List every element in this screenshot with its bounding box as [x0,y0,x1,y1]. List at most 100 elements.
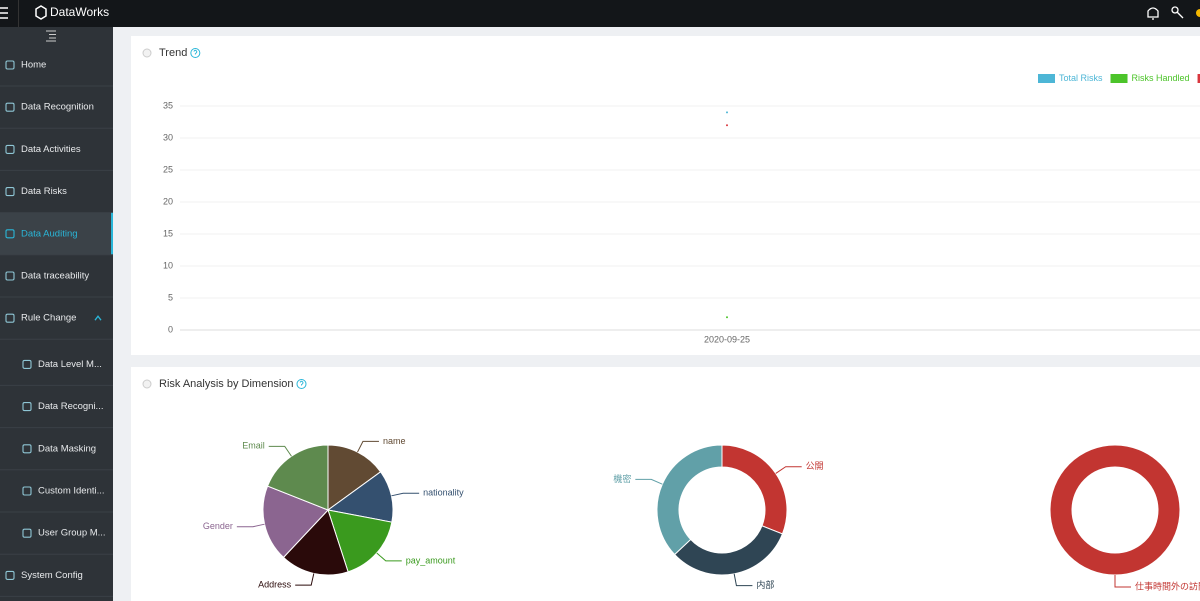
nav-label: Data traceability [21,271,89,282]
slice[interactable] [282,509,349,576]
nav-icon [22,486,32,496]
nav-label: Data Risks [21,186,67,197]
nav-icon [5,271,15,281]
legend-swatch [1038,74,1055,83]
nav-icon [22,359,32,369]
nav-label: Data Recognition [21,102,94,113]
y-tick-label: 35 [163,100,173,110]
leader-line [357,440,379,453]
leader-line [236,523,265,528]
topbar [0,0,1200,27]
menu-button[interactable] [0,7,8,19]
nav-icon [22,402,32,412]
notifications[interactable] [1147,7,1159,20]
leader-line [268,445,292,457]
nav-icon [5,313,15,323]
help-ring [296,379,307,389]
help-ring [190,48,201,58]
panel-toggle[interactable] [142,379,152,389]
nav-item[interactable]: Data Activities [0,144,113,171]
nav-label: Custom Identi... [38,486,105,497]
nav-icon [5,229,15,239]
help-icon[interactable] [190,48,201,58]
nav-icon [5,187,15,197]
active-indicator [111,212,113,255]
y-tick-label: 5 [168,292,173,302]
nav-item[interactable]: Data Level M... [0,359,113,386]
y-tick-label: 30 [163,132,173,142]
leader-line [1114,575,1131,588]
y-tick-label: 20 [163,196,173,206]
collapse-button[interactable] [46,30,56,42]
y-tick-label: 15 [163,228,173,238]
nav-item[interactable]: Data Recogni... [0,401,113,429]
leader-line [775,466,802,474]
leader-line [733,573,753,587]
nav-icon [22,528,32,538]
nav-label: Data Masking [38,443,96,454]
legend-item[interactable]: Risks Handled [1110,73,1190,83]
sidebar [0,27,113,601]
legend-label: Total Risks [1059,73,1103,83]
nav-item[interactable]: Home [0,60,113,87]
avatar[interactable] [1196,9,1200,17]
nav-item[interactable]: System Config [0,570,113,597]
expand-caret [94,315,102,321]
nav-item[interactable]: Data Auditing [0,212,113,256]
slice[interactable] [656,444,723,556]
legend-item[interactable]: Total Risks [1038,73,1103,83]
nav-label: Data Auditing [21,228,78,239]
y-tick-label: 0 [168,324,173,334]
point [726,316,728,319]
slice-label: 機密 [613,473,631,484]
panel-title: Trend [159,47,187,59]
nav-label: User Group M... [38,528,106,539]
active-background [0,212,113,255]
nav-icon [22,444,32,454]
nav-label: System Config [21,570,83,581]
slice-label: 仕事時間外の訪問 [1135,580,1200,591]
y-tick-label: 10 [163,260,173,270]
nav-item[interactable]: Custom Identi... [0,486,113,513]
panel [131,36,1200,355]
nav-item[interactable]: Data Masking [0,443,113,471]
legend-label: Risks Handled [1132,73,1190,83]
nav-item[interactable]: Data Risks [0,186,113,214]
point [726,111,728,114]
nav-label: Rule Change [21,313,76,324]
nav-icon [5,144,15,154]
legend-swatch [1110,74,1128,83]
slice-label: name [383,436,406,446]
point [726,124,728,127]
nav-item[interactable]: User Group M... [0,528,113,555]
slice-label: 内部 [756,579,774,590]
slice[interactable] [266,444,329,511]
x-tick-label: 2020-09-25 [704,334,750,344]
tools[interactable] [1171,6,1184,19]
nav-item[interactable]: Data traceability [0,271,113,298]
nav-label: Data Activities [21,144,81,155]
nav-item[interactable]: Rule Change [0,313,113,340]
nav-label: Data Recogni... [38,401,103,412]
slice-label: pay_amount [406,555,456,565]
nav-item[interactable]: Data Recognition [0,102,113,129]
leader-line [635,478,663,485]
help-icon[interactable] [296,379,307,389]
nav-icon [5,570,15,580]
nav-icon [5,60,15,70]
leader-line [295,573,315,586]
slice[interactable] [327,509,393,573]
brand: DataWorks [50,5,109,19]
help-mark [193,49,198,55]
slice-label: Email [242,441,265,451]
legend-item[interactable] [1197,74,1200,83]
slice[interactable] [327,444,382,511]
leader-line [376,552,402,562]
panel-toggle[interactable] [142,48,152,58]
panel-title: Risk Analysis by Dimension [159,378,294,390]
legend-swatch [1197,74,1200,83]
nav-label: Data Level M... [38,359,102,370]
nav-icon [5,102,15,112]
nav-label: Home [21,60,46,71]
